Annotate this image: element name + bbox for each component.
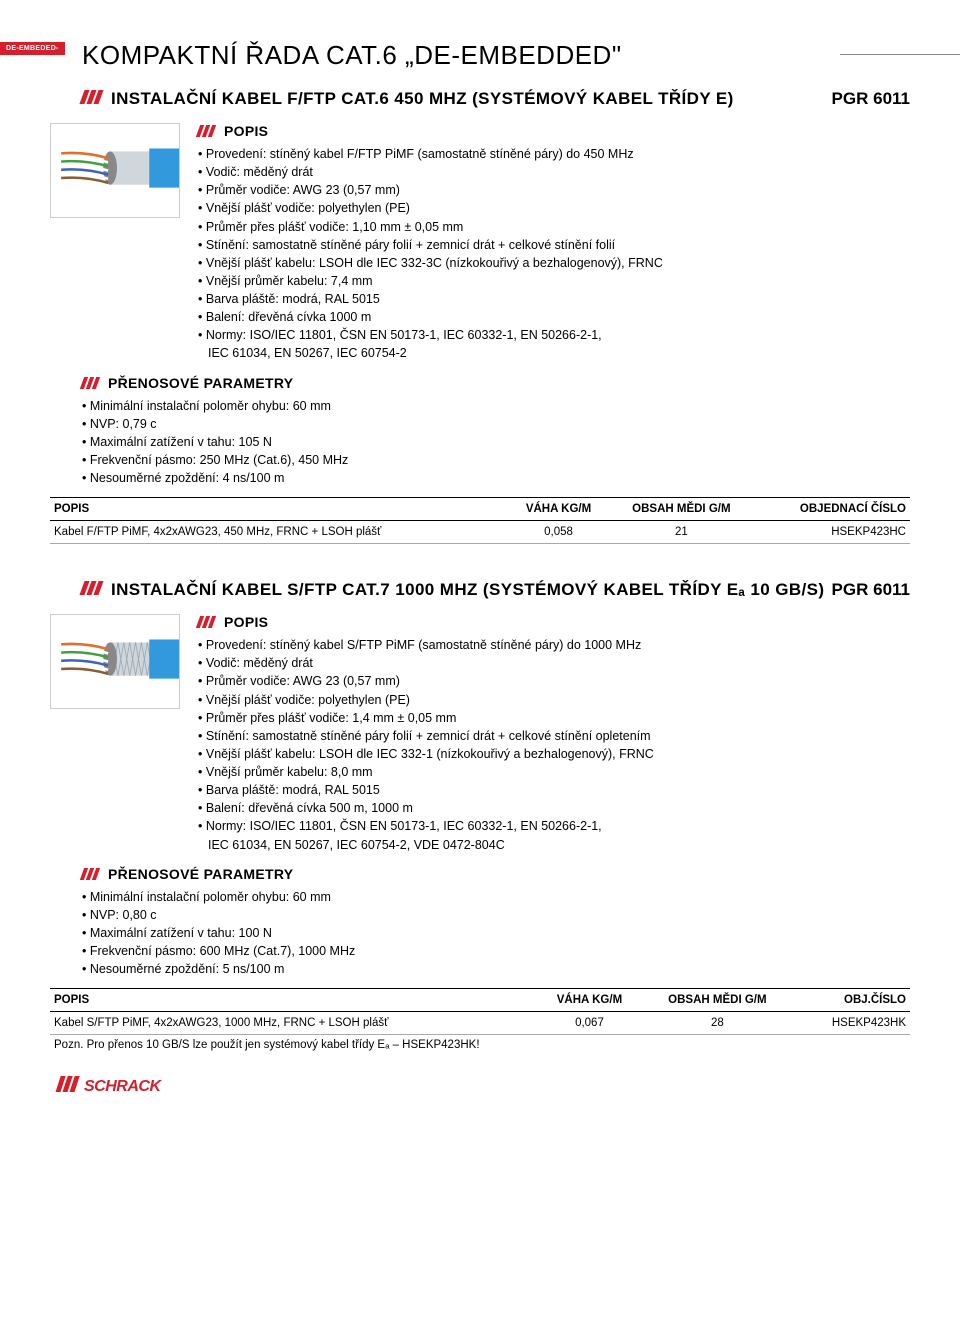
page-title: KOMPAKTNÍ ŘADA CAT.6 „DE-EMBEDDED"	[82, 40, 910, 71]
brand-logo: SCHRACK	[50, 1072, 170, 1096]
svg-text:SCHRACK: SCHRACK	[84, 1078, 162, 1095]
spec-table: POPISVÁHA KG/MOBSAH MĚDI G/MOBJEDNACÍ ČÍ…	[50, 497, 910, 544]
table-header: OBJ.ČÍSLO	[793, 989, 910, 1012]
params-heading: PŘENOSOVÉ PARAMETRY	[108, 866, 293, 882]
popis-item: Vnější plášť vodiče: polyethylen (PE)	[198, 199, 910, 217]
pgr-code: PGR 6011	[832, 89, 910, 109]
params-list: Minimální instalační poloměr ohybu: 60 m…	[82, 397, 910, 488]
popis-item: Vodič: měděný drát	[198, 163, 910, 181]
pgr-code: PGR 6011	[832, 580, 910, 600]
popis-list: Provedení: stíněný kabel F/FTP PiMF (sam…	[198, 145, 910, 363]
popis-item: Průměr vodiče: AWG 23 (0,57 mm)	[198, 181, 910, 199]
popis-item: Normy: ISO/IEC 11801, ČSN EN 50173-1, IE…	[198, 326, 910, 344]
table-header: POPIS	[50, 498, 508, 521]
param-item: Nesouměrné zpoždění: 5 ns/100 m	[82, 960, 910, 978]
param-item: Minimální instalační poloměr ohybu: 60 m…	[82, 397, 910, 415]
popis-item: Barva pláště: modrá, RAL 5015	[198, 781, 910, 799]
table-header: OBJEDNACÍ ČÍSLO	[754, 498, 910, 521]
accent-slashes-icon	[196, 616, 218, 628]
param-item: Frekvenční pásmo: 250 MHz (Cat.6), 450 M…	[82, 451, 910, 469]
popis-heading: POPIS	[224, 614, 268, 630]
table-cell: HSEKP423HC	[754, 521, 910, 544]
popis-item: Průměr přes plášť vodiče: 1,10 mm ± 0,05…	[198, 218, 910, 236]
accent-slashes-icon	[79, 581, 105, 595]
popis-item: Vnější průměr kabelu: 8,0 mm	[198, 763, 910, 781]
table-header: VÁHA KG/M	[508, 498, 608, 521]
table-note: Pozn. Pro přenos 10 GB/S lze použít jen …	[50, 1035, 910, 1055]
series-badge: DE-EMBEDED-	[0, 42, 65, 55]
popis-item: Vnější plášť kabelu: LSOH dle IEC 332-3C…	[198, 254, 910, 272]
popis-item: Průměr vodiče: AWG 23 (0,57 mm)	[198, 672, 910, 690]
table-header: OBSAH MĚDI G/M	[609, 498, 754, 521]
accent-slashes-icon	[79, 90, 105, 104]
popis-item: Vodič: měděný drát	[198, 654, 910, 672]
table-cell: 0,058	[508, 521, 608, 544]
param-item: NVP: 0,80 c	[82, 906, 910, 924]
table-cell: 0,067	[537, 1012, 641, 1035]
cable-image	[50, 123, 180, 218]
table-row: Kabel S/FTP PiMF, 4x2xAWG23, 1000 MHz, F…	[50, 1012, 910, 1035]
table-row: Kabel F/FTP PiMF, 4x2xAWG23, 450 MHz, FR…	[50, 521, 910, 544]
param-item: Minimální instalační poloměr ohybu: 60 m…	[82, 888, 910, 906]
popis-item: Balení: dřevěná cívka 500 m, 1000 m	[198, 799, 910, 817]
table-cell: HSEKP423HK	[793, 1012, 910, 1035]
param-item: Maximální zatížení v tahu: 100 N	[82, 924, 910, 942]
table-cell: Kabel F/FTP PiMF, 4x2xAWG23, 450 MHz, FR…	[50, 521, 508, 544]
product-title-row: INSTALAČNÍ KABEL S/FTP CAT.7 1000 MHZ (S…	[82, 580, 910, 600]
popis-item: Barva pláště: modrá, RAL 5015	[198, 290, 910, 308]
popis-item: Balení: dřevěná cívka 1000 m	[198, 308, 910, 326]
accent-slashes-icon	[80, 377, 102, 389]
popis-list: Provedení: stíněný kabel S/FTP PiMF (sam…	[198, 636, 910, 854]
param-item: Nesouměrné zpoždění: 4 ns/100 m	[82, 469, 910, 487]
popis-item: IEC 61034, EN 50267, IEC 60754-2, VDE 04…	[198, 836, 910, 854]
popis-heading: POPIS	[224, 123, 268, 139]
params-list: Minimální instalační poloměr ohybu: 60 m…	[82, 888, 910, 979]
param-item: Frekvenční pásmo: 600 MHz (Cat.7), 1000 …	[82, 942, 910, 960]
spec-table: POPISVÁHA KG/MOBSAH MĚDI G/MOBJ.ČÍSLO Ka…	[50, 988, 910, 1035]
accent-slashes-icon	[196, 125, 218, 137]
popis-item: Provedení: stíněný kabel F/FTP PiMF (sam…	[198, 145, 910, 163]
popis-item: Stínění: samostatně stíněné páry folií +…	[198, 236, 910, 254]
popis-item: Vnější plášť kabelu: LSOH dle IEC 332-1 …	[198, 745, 910, 763]
table-cell: 28	[642, 1012, 793, 1035]
popis-item: Stínění: samostatně stíněné páry folií +…	[198, 727, 910, 745]
product-title-row: INSTALAČNÍ KABEL F/FTP CAT.6 450 MHZ (SY…	[82, 89, 910, 109]
table-cell: 21	[609, 521, 754, 544]
product-title: INSTALAČNÍ KABEL S/FTP CAT.7 1000 MHZ (S…	[111, 580, 824, 600]
accent-slashes-icon	[80, 868, 102, 880]
popis-item: IEC 61034, EN 50267, IEC 60754-2	[198, 344, 910, 362]
popis-item: Vnější plášť vodiče: polyethylen (PE)	[198, 691, 910, 709]
product-title: INSTALAČNÍ KABEL F/FTP CAT.6 450 MHZ (SY…	[111, 89, 734, 109]
param-item: NVP: 0,79 c	[82, 415, 910, 433]
table-header: POPIS	[50, 989, 537, 1012]
table-header: OBSAH MĚDI G/M	[642, 989, 793, 1012]
table-header: VÁHA KG/M	[537, 989, 641, 1012]
popis-item: Vnější průměr kabelu: 7,4 mm	[198, 272, 910, 290]
popis-item: Normy: ISO/IEC 11801, ČSN EN 50173-1, IE…	[198, 817, 910, 835]
table-cell: Kabel S/FTP PiMF, 4x2xAWG23, 1000 MHz, F…	[50, 1012, 537, 1035]
params-heading: PŘENOSOVÉ PARAMETRY	[108, 375, 293, 391]
popis-item: Průměr přes plášť vodiče: 1,4 mm ± 0,05 …	[198, 709, 910, 727]
cable-image	[50, 614, 180, 709]
popis-item: Provedení: stíněný kabel S/FTP PiMF (sam…	[198, 636, 910, 654]
param-item: Maximální zatížení v tahu: 105 N	[82, 433, 910, 451]
